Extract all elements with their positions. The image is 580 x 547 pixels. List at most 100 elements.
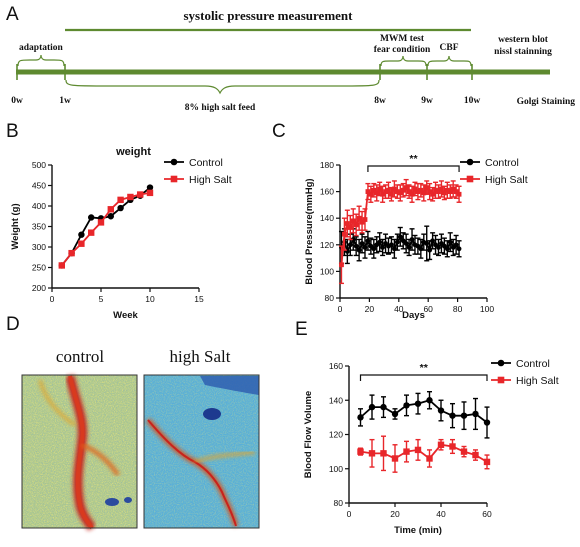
x-tick-label: 60 — [482, 509, 492, 519]
data-point — [449, 412, 456, 419]
y-tick-label: 100 — [320, 266, 334, 276]
data-point — [88, 214, 95, 221]
data-point — [377, 239, 383, 245]
data-point — [441, 190, 447, 196]
y-axis-label: Blood Flow Volume — [303, 391, 314, 478]
x-axis-label: Time (min) — [394, 525, 442, 536]
data-point — [88, 229, 95, 236]
legend-label: High Salt — [485, 174, 528, 186]
x-tick-label: 40 — [394, 304, 404, 314]
data-point — [391, 186, 397, 192]
data-point — [472, 451, 479, 459]
mwm-label: MWM test — [380, 34, 425, 44]
series-high-salt — [357, 435, 491, 473]
series-line — [61, 191, 151, 267]
data-point — [365, 238, 371, 244]
data-point — [342, 231, 347, 237]
data-point — [359, 241, 365, 246]
data-point — [400, 187, 406, 193]
legend-marker — [466, 175, 474, 183]
data-point — [460, 448, 468, 455]
x-tick-label: 0 — [347, 509, 352, 519]
data-point — [437, 441, 445, 448]
data-point — [437, 407, 445, 414]
data-point — [389, 242, 394, 248]
data-point — [374, 190, 380, 196]
x-axis-label: Week — [113, 310, 138, 321]
data-point — [394, 239, 400, 245]
data-point — [389, 191, 394, 197]
tick-0w: 0w — [11, 96, 23, 106]
legend-entry: Control — [491, 358, 550, 370]
y-tick-label: 180 — [320, 160, 334, 170]
series-high-salt — [338, 178, 462, 285]
data-point — [430, 238, 436, 244]
data-point — [347, 242, 353, 248]
data-point — [450, 186, 456, 192]
data-point — [409, 237, 415, 242]
data-point — [350, 237, 356, 242]
y-tick-label: 160 — [320, 187, 334, 197]
data-point — [347, 225, 353, 230]
data-point — [472, 410, 479, 418]
data-point — [380, 403, 387, 411]
y-tick-label: 450 — [32, 181, 46, 191]
data-point — [414, 446, 422, 454]
y-tick-label: 100 — [329, 464, 343, 474]
legend-label: Control — [189, 157, 223, 169]
data-point — [146, 189, 154, 197]
data-point — [436, 189, 441, 194]
y-tick-label: 500 — [32, 160, 46, 170]
data-point — [368, 450, 376, 457]
data-point — [68, 249, 75, 257]
data-point — [394, 189, 400, 194]
legend-label: High Salt — [189, 174, 232, 186]
data-point — [107, 206, 114, 213]
data-point — [137, 191, 144, 198]
blood-pressure-chart: 80 100 120 140 160 180 0 20 40 60 80 100 Days Blood P… — [304, 153, 528, 321]
highsalt-image-label: high Salt — [170, 347, 231, 366]
data-point — [397, 190, 403, 196]
adaptation-label: adaptation — [19, 43, 64, 53]
legend-entry: High Salt — [164, 174, 232, 186]
legend-marker — [170, 158, 178, 166]
feed-brace — [65, 79, 380, 95]
panel-label-d: D — [6, 314, 20, 335]
panel-a: A systolic pressure measurement adaptati… — [6, 4, 575, 113]
data-point — [426, 455, 433, 462]
data-point — [444, 187, 450, 193]
data-point — [365, 189, 371, 194]
series-control — [338, 225, 462, 265]
y-tick-label: 400 — [32, 201, 46, 211]
x-tick-label: 0 — [50, 294, 55, 304]
data-point — [386, 187, 391, 193]
panel-d: control high Salt — [21, 347, 260, 531]
data-point — [383, 189, 388, 194]
y-tick-label: 140 — [320, 213, 334, 223]
data-point — [483, 419, 491, 426]
highsalt-cbf-image — [143, 374, 260, 529]
data-point — [456, 246, 462, 252]
x-tick-label: 10 — [145, 294, 155, 304]
timeline-header: systolic pressure measurement — [184, 8, 354, 23]
data-point — [391, 410, 399, 418]
data-point — [362, 217, 368, 222]
blood-flow-chart: 80 100 120 140 160 0 20 40 60 Time (min) Blood Flo… — [303, 358, 559, 536]
x-tick-label: 100 — [480, 304, 494, 314]
cbf-label: CBF — [440, 43, 459, 53]
x-tick-label: 0 — [338, 304, 343, 314]
panel-label-e: E — [295, 319, 308, 340]
data-point — [403, 448, 410, 455]
nissl-label: nissl stainning — [494, 47, 552, 57]
data-point — [414, 400, 422, 407]
data-point — [397, 234, 403, 240]
data-point — [412, 186, 418, 192]
data-point — [447, 239, 453, 245]
data-point — [380, 245, 386, 250]
fear-condition-label: fear condition — [374, 45, 431, 55]
data-point — [380, 450, 387, 457]
data-point — [460, 412, 468, 419]
y-axis-label: Blood Pressure(mmHg) — [304, 178, 315, 284]
adaptation-brace — [17, 54, 65, 67]
legend-marker — [466, 158, 474, 166]
